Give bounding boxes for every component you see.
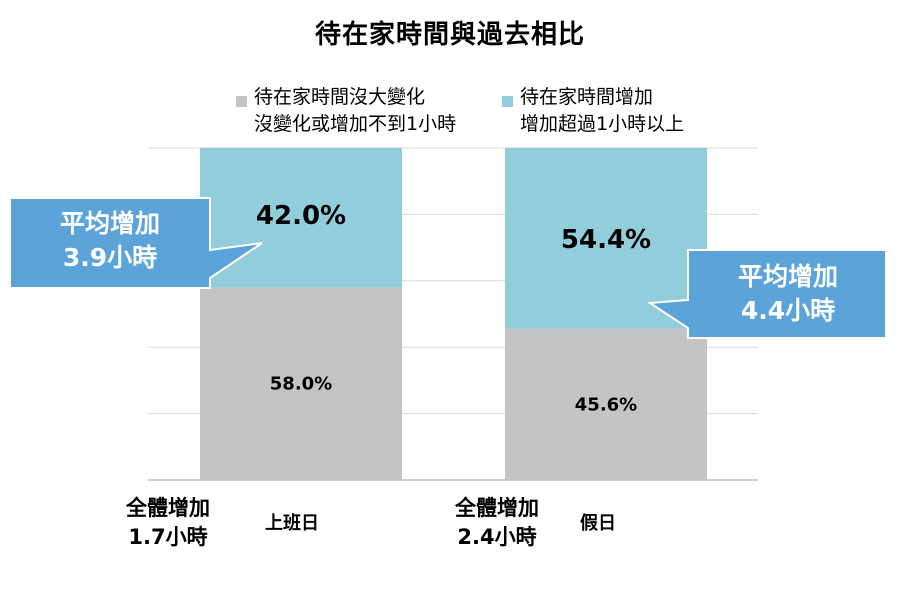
total-label-holiday-line1: 全體增加 bbox=[455, 496, 539, 520]
total-label-weekday-line1: 全體增加 bbox=[126, 496, 210, 520]
callout-holiday-line2: 4.4小時 bbox=[740, 296, 836, 325]
legend-label-increase-line1: 待在家時間增加 bbox=[520, 86, 654, 108]
legend-label-increase: 待在家時間增加 增加超過1小時以上 bbox=[520, 84, 684, 138]
chart-title: 待在家時間與過去相比 bbox=[314, 20, 585, 50]
bar-segment-weekday-s0 bbox=[200, 287, 402, 480]
legend-swatch-increase bbox=[502, 96, 513, 107]
total-label-weekday-line2: 1.7小時 bbox=[128, 525, 208, 549]
callout-weekday-line2: 3.9小時 bbox=[62, 243, 158, 272]
callout-text-holiday: 平均增加 4.4小時 bbox=[689, 260, 887, 328]
legend-swatch-no-change bbox=[236, 96, 247, 107]
legend-label-no-change-line2: 沒變化或增加不到1小時 bbox=[254, 113, 457, 135]
bar-segment-holiday-s0 bbox=[505, 328, 707, 480]
callout-text-weekday: 平均增加 3.9小時 bbox=[10, 207, 210, 275]
bar-segment-weekday-s1 bbox=[200, 148, 402, 288]
legend-label-no-change-line1: 待在家時間沒大變化 bbox=[254, 86, 426, 108]
value-label-holiday-s0: 45.6% bbox=[575, 394, 637, 415]
callout-box-holiday bbox=[647, 249, 887, 339]
value-label-weekday-s1: 42.0% bbox=[256, 201, 346, 231]
value-label-holiday-s1: 54.4% bbox=[561, 225, 651, 255]
total-label-weekday: 全體增加 1.7小時 bbox=[103, 494, 233, 552]
callout-box-weekday bbox=[9, 197, 263, 289]
value-label-weekday-s0: 58.0% bbox=[270, 374, 332, 395]
category-label-holiday: 假日 bbox=[580, 513, 616, 534]
category-label-weekday: 上班日 bbox=[265, 513, 319, 534]
total-label-holiday-line2: 2.4小時 bbox=[457, 525, 537, 549]
legend-label-no-change: 待在家時間沒大變化 沒變化或增加不到1小時 bbox=[254, 84, 456, 138]
total-label-holiday: 全體增加 2.4小時 bbox=[432, 494, 562, 552]
callout-holiday-line1: 平均增加 bbox=[737, 262, 838, 291]
callout-weekday-line1: 平均增加 bbox=[59, 209, 160, 238]
legend-label-increase-line2: 增加超過1小時以上 bbox=[520, 113, 685, 135]
bar-segment-holiday-s1 bbox=[505, 148, 707, 329]
